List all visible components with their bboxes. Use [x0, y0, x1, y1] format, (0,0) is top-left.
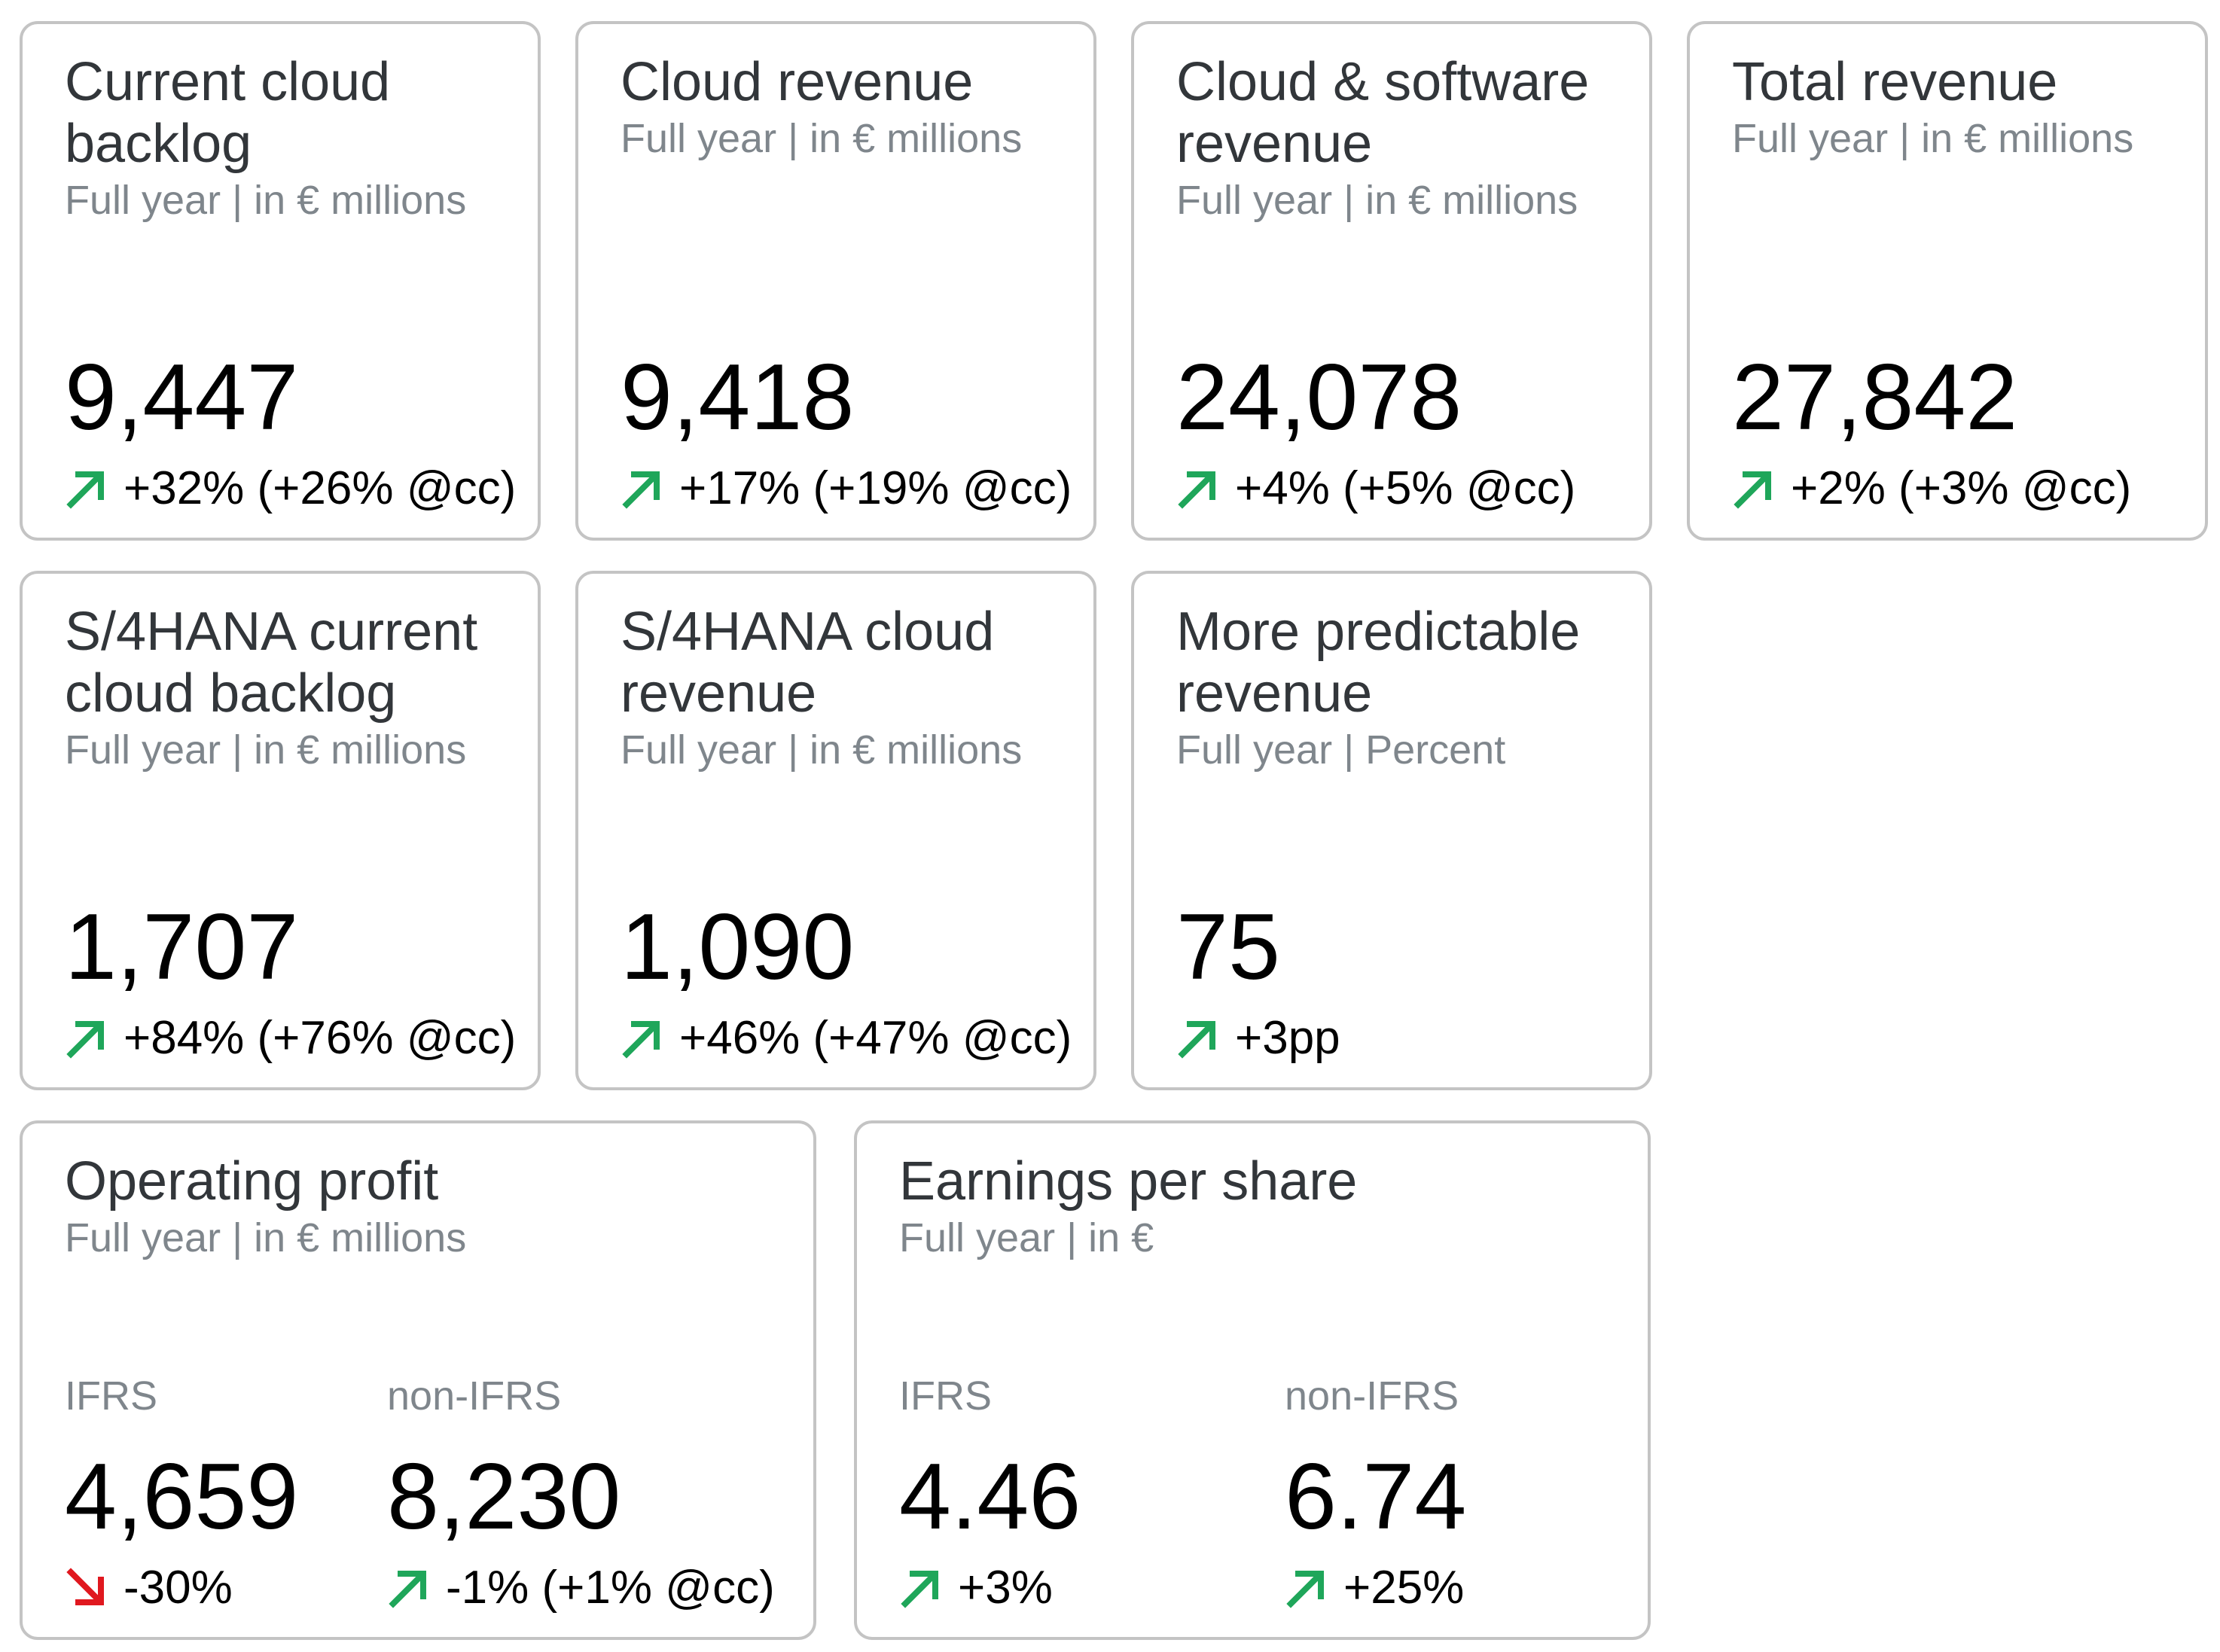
kpi-delta: +25%: [1285, 1562, 1466, 1614]
tile-subtitle: Full year | in € millions: [621, 116, 1023, 161]
kpi-value: 24,078: [1176, 346, 1462, 450]
trend-up-icon: [1176, 1016, 1220, 1060]
kpi-delta-text: +4% (+5% @cc): [1235, 462, 1576, 514]
kpi-delta: -1% (+1% @cc): [387, 1562, 775, 1614]
tile-title: Current cloud backlog: [65, 52, 391, 174]
kpi-delta-text: -30%: [124, 1562, 233, 1614]
kpi-delta: -30%: [65, 1562, 298, 1614]
tile-title: Total revenue: [1732, 52, 2058, 112]
kpi-value: 9,418: [621, 346, 855, 450]
tile-subtitle: Full year | in € millions: [65, 727, 467, 773]
tile-earnings-per-share[interactable]: Earnings per share Full year | in € IFRS…: [854, 1120, 1651, 1640]
trend-up-icon: [899, 1566, 943, 1610]
tile-cloud-revenue[interactable]: Cloud revenue Full year | in € millions …: [575, 21, 1096, 541]
tile-title: S/4HANA cloud revenue: [621, 602, 995, 724]
tile-s4hana-current-cloud-backlog[interactable]: S/4HANA current cloud backlog Full year …: [20, 571, 541, 1090]
kpi-delta: +17% (+19% @cc): [621, 462, 1072, 515]
trend-up-icon: [387, 1566, 431, 1610]
kpi-block: 1,090 +46% (+47% @cc): [621, 901, 1072, 1065]
tile-subtitle: Full year | in € millions: [1176, 178, 1578, 223]
kpi-delta-text: +84% (+76% @cc): [124, 1012, 517, 1064]
kpi-delta-text: -1% (+1% @cc): [446, 1562, 775, 1614]
kpi-delta: +4% (+5% @cc): [1176, 462, 1575, 515]
kpi-value: 75: [1176, 895, 1280, 999]
tile-subtitle: Full year | in €: [899, 1215, 1154, 1260]
tile-cloud-software-revenue[interactable]: Cloud & software revenue Full year | in …: [1131, 21, 1652, 541]
kpi-delta: +32% (+26% @cc): [65, 462, 516, 515]
kpi-delta: +3pp: [1176, 1012, 1340, 1065]
tile-title: More predictable revenue: [1176, 602, 1581, 724]
tile-title: Cloud & software revenue: [1176, 52, 1590, 174]
kpi-value: 1,090: [621, 895, 855, 999]
trend-up-icon: [621, 1016, 664, 1060]
tile-title: S/4HANA current cloud backlog: [65, 602, 478, 724]
kpi-value: 1,707: [65, 895, 299, 999]
kpi-value: 6.74: [1285, 1445, 1467, 1549]
kpi-delta: +84% (+76% @cc): [65, 1012, 516, 1065]
kpi-label: non-IFRS: [1285, 1373, 1459, 1419]
tile-title: Earnings per share: [899, 1151, 1358, 1212]
kpi-delta-text: +25%: [1343, 1562, 1465, 1614]
trend-up-icon: [1732, 467, 1776, 511]
kpi-delta-text: +2% (+3% @cc): [1791, 462, 2132, 514]
trend-up-icon: [1176, 467, 1220, 511]
tile-subtitle: Full year | in € millions: [1732, 116, 2134, 161]
kpi-label: IFRS: [899, 1373, 993, 1419]
tile-s4hana-cloud-revenue[interactable]: S/4HANA cloud revenue Full year | in € m…: [575, 571, 1096, 1090]
kpi-non-ifrs: non-IFRS 6.74 +25%: [1285, 1372, 1466, 1614]
kpi-non-ifrs: non-IFRS 8,230 -1% (+1% @cc): [387, 1372, 775, 1614]
kpi-block: 9,418 +17% (+19% @cc): [621, 351, 1072, 515]
kpi-delta-text: +46% (+47% @cc): [679, 1012, 1072, 1064]
kpi-value: 27,842: [1732, 346, 2018, 450]
kpi-delta-text: +32% (+26% @cc): [124, 462, 517, 514]
kpi-delta: +2% (+3% @cc): [1732, 462, 2131, 515]
tile-title: Operating profit: [65, 1151, 439, 1212]
tile-subtitle: Full year | in € millions: [621, 727, 1023, 773]
tile-total-revenue[interactable]: Total revenue Full year | in € millions …: [1687, 21, 2208, 541]
kpi-block: 9,447 +32% (+26% @cc): [65, 351, 516, 515]
kpi-delta-text: +3%: [958, 1562, 1053, 1614]
tile-subtitle: Full year | in € millions: [65, 178, 467, 223]
tile-operating-profit[interactable]: Operating profit Full year | in € millio…: [20, 1120, 816, 1640]
trend-up-icon: [65, 467, 108, 511]
kpi-ifrs: IFRS 4,659 -30%: [65, 1372, 298, 1614]
kpi-delta-text: +17% (+19% @cc): [679, 462, 1072, 514]
kpi-delta: +46% (+47% @cc): [621, 1012, 1072, 1065]
trend-up-icon: [1285, 1566, 1328, 1610]
kpi-label: IFRS: [65, 1373, 158, 1419]
tile-current-cloud-backlog[interactable]: Current cloud backlog Full year | in € m…: [20, 21, 541, 541]
tile-subtitle: Full year | Percent: [1176, 727, 1506, 773]
kpi-delta-text: +3pp: [1235, 1012, 1340, 1064]
trend-down-icon: [65, 1566, 108, 1610]
tile-more-predictable-revenue[interactable]: More predictable revenue Full year | Per…: [1131, 571, 1652, 1090]
tile-title: Cloud revenue: [621, 52, 974, 112]
tile-subtitle: Full year | in € millions: [65, 1215, 467, 1260]
kpi-block: 27,842 +2% (+3% @cc): [1732, 351, 2131, 515]
kpi-block: 75 +3pp: [1176, 901, 1340, 1065]
kpi-ifrs: IFRS 4.46 +3%: [899, 1372, 1081, 1614]
kpi-value: 9,447: [65, 346, 299, 450]
kpi-value: 4,659: [65, 1445, 299, 1549]
kpi-value: 8,230: [387, 1445, 621, 1549]
kpi-value: 4.46: [899, 1445, 1081, 1549]
kpi-delta: +3%: [899, 1562, 1081, 1614]
trend-up-icon: [621, 467, 664, 511]
kpi-block: 1,707 +84% (+76% @cc): [65, 901, 516, 1065]
kpi-block: 24,078 +4% (+5% @cc): [1176, 351, 1575, 515]
trend-up-icon: [65, 1016, 108, 1060]
kpi-label: non-IFRS: [387, 1373, 562, 1419]
